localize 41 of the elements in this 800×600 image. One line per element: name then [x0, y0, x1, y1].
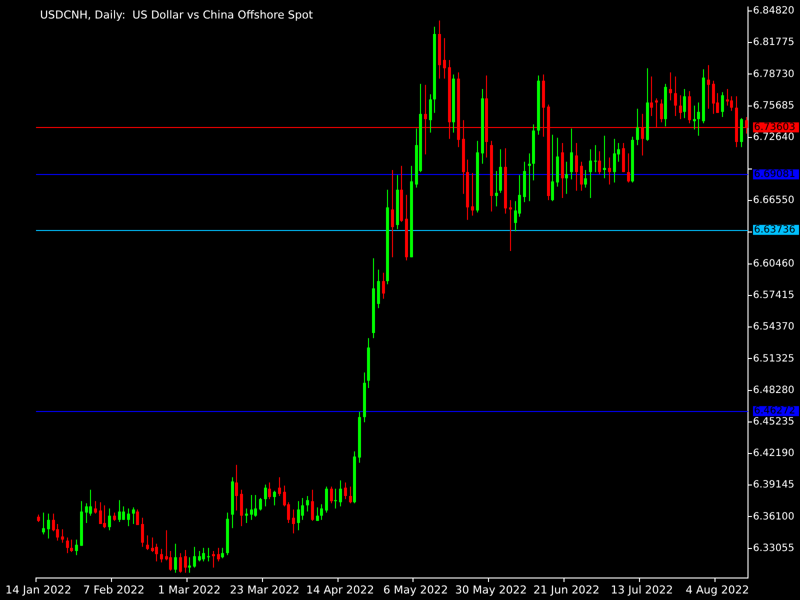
x-tick-label: 23 Mar 2022 — [230, 583, 300, 596]
x-tick-label: 14 Jan 2022 — [5, 583, 72, 596]
x-tick-label: 4 Aug 2022 — [686, 583, 750, 596]
y-tick-label: 6.39145 — [753, 480, 794, 491]
y-tick-label: 6.84820 — [753, 6, 794, 17]
y-tick-label: 6.72640 — [753, 132, 794, 143]
y-tick-label: 6.42190 — [753, 448, 794, 460]
candlestick — [207, 548, 210, 562]
y-tick-label: 6.57415 — [753, 290, 794, 302]
candlestick — [693, 106, 696, 130]
ref-line-label: 6.73603 — [754, 122, 796, 133]
x-tick-label: 14 Apr 2022 — [306, 583, 374, 596]
x-tick-label: 1 Mar 2022 — [158, 583, 221, 596]
candlestick — [495, 171, 498, 206]
y-tick-label: 6.60460 — [753, 258, 794, 270]
ref-line-label: 6.69081 — [754, 168, 796, 180]
candlestick — [509, 200, 512, 251]
candlestick — [471, 173, 474, 216]
y-tick-label: 6.45235 — [753, 416, 794, 428]
ref-line-label: 6.46272 — [754, 406, 796, 417]
chart-title: USDCNH, Daily: US Dollar vs China Offshore Spot — [40, 8, 314, 22]
x-tick-label: 21 Jun 2022 — [533, 583, 600, 596]
ref-line-label: 6.63736 — [754, 224, 796, 236]
y-tick-label: 6.66550 — [753, 195, 794, 206]
y-tick-label: 6.33055 — [753, 542, 794, 554]
x-tick-label: 7 Feb 2022 — [83, 583, 145, 596]
y-tick-label: 6.54370 — [753, 322, 794, 333]
candlestick — [188, 557, 191, 573]
x-tick-label: 30 May 2022 — [455, 583, 527, 596]
y-tick-label: 6.48280 — [753, 384, 794, 396]
y-tick-label: 6.78730 — [753, 68, 794, 80]
y-tick-label: 6.51325 — [753, 353, 794, 364]
y-tick-label: 6.75685 — [753, 100, 794, 112]
y-tick-label: 6.81775 — [753, 37, 794, 48]
candlestick — [528, 153, 531, 202]
candlestick — [594, 145, 597, 172]
y-tick-label: 6.36100 — [753, 511, 794, 522]
candlestick — [603, 136, 606, 178]
x-tick-label: 13 Jul 2022 — [610, 583, 674, 596]
x-tick-label: 6 May 2022 — [383, 583, 448, 596]
candlestick — [334, 488, 337, 508]
